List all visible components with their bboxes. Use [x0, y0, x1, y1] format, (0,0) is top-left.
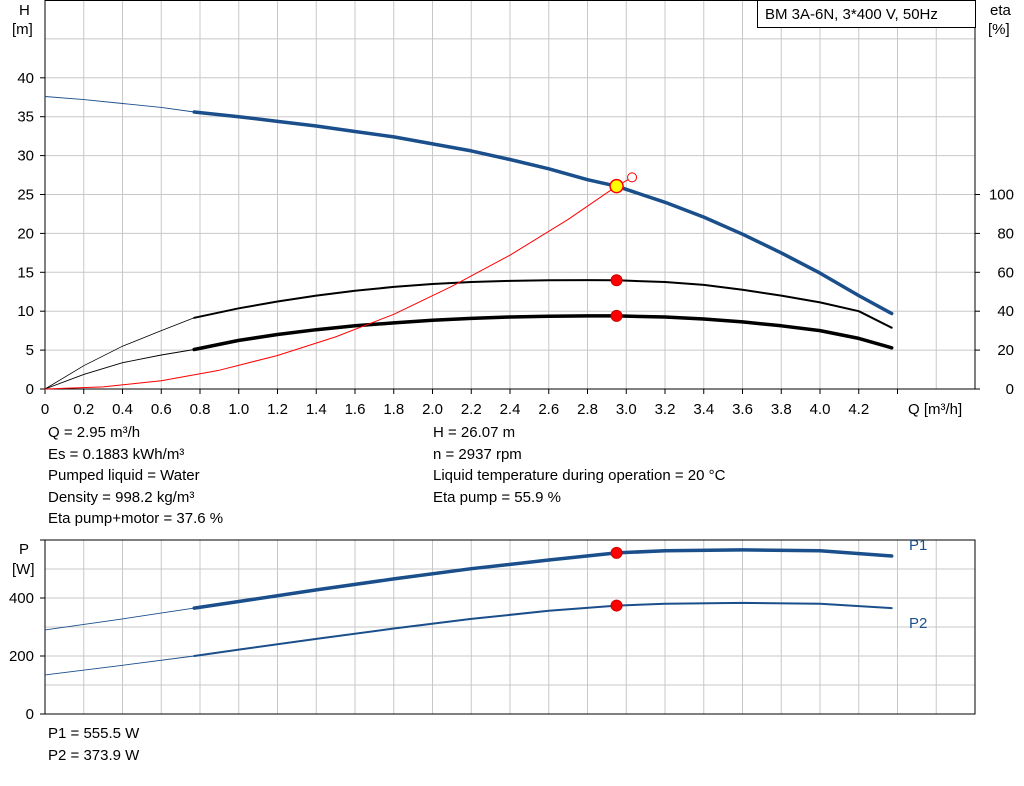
- x-tick-label: 1.0: [228, 401, 249, 418]
- operating-point-head: [609, 178, 624, 194]
- operating-point-p2: [610, 599, 623, 612]
- y-right-tick-label: 40: [997, 303, 1014, 320]
- y-left-tick-label: 0: [26, 381, 34, 398]
- y-right-tick-label: 60: [997, 264, 1014, 281]
- info-eta-pump-motor: Eta pump+motor = 37.6 %: [48, 510, 224, 527]
- y-left-tick-label: 35: [17, 109, 34, 126]
- info-flow: Q = 2.95 m³/h: [48, 424, 141, 441]
- operating-point-eta-pump-motor: [610, 309, 623, 322]
- x-tick-label: 2.0: [422, 401, 443, 418]
- y-left-tick-label: 30: [17, 148, 34, 165]
- info-eta-pump: Eta pump = 55.9 %: [433, 488, 561, 506]
- y-right-axis-label: eta: [990, 2, 1012, 19]
- curve-p2-extrapolated: [44, 655, 195, 676]
- series-label-p1: P1: [909, 537, 927, 554]
- x-axis-label: Q [m³/h]: [908, 401, 962, 418]
- x-tick-label: 0: [41, 401, 49, 418]
- x-tick-label: 3.0: [616, 401, 637, 418]
- y-left-tick-label: 40: [17, 70, 34, 87]
- x-tick-label: 3.4: [693, 401, 714, 418]
- power-y-tick-label: 200: [9, 648, 34, 665]
- curve-eta_pump-extrapolated: [44, 317, 195, 390]
- info-head: H = 26.07 m: [433, 424, 516, 441]
- power-plot-frame: [44, 539, 976, 715]
- y-right-tick-label: 100: [989, 187, 1014, 204]
- curve-system_curve: [44, 176, 633, 390]
- info-p2: P2 = 373.9 W: [48, 746, 140, 764]
- y-right-tick-label: 20: [997, 342, 1014, 359]
- operating-point-info-left: Q = 2.95 m³/h Es = 0.1883 kWh/m³ Pumped …: [48, 422, 223, 530]
- y-left-axis-label: H: [19, 2, 30, 19]
- y-left-tick-label: 5: [26, 342, 34, 359]
- y-right-tick-label: 80: [997, 225, 1014, 242]
- x-tick-label: 0.6: [151, 401, 172, 418]
- curve-eta_pump_motor-extrapolated: [44, 349, 195, 390]
- x-tick-label: 1.2: [267, 401, 288, 418]
- x-tick-label: 2.2: [461, 401, 482, 418]
- curve-H: [192, 110, 894, 316]
- curve-H-extrapolated: [44, 96, 195, 113]
- info-liquid-temperature: Liquid temperature during operation = 20…: [433, 467, 726, 484]
- chart-title-box: [757, 0, 976, 28]
- power-y-axis-label: P: [19, 541, 29, 558]
- y-right-tick-label: 0: [1006, 381, 1014, 398]
- x-tick-label: 3.8: [771, 401, 792, 418]
- curve-eta_pump_motor: [192, 314, 894, 352]
- y-left-tick-label: 15: [17, 264, 34, 281]
- x-tick-label: 1.4: [306, 401, 327, 418]
- curve-eta_pump: [193, 279, 893, 329]
- system-curve-end-marker: [627, 172, 638, 183]
- curve-p1-extrapolated: [44, 607, 195, 631]
- power-y-tick-label: 0: [26, 706, 34, 723]
- operating-point-eta-pump: [610, 274, 623, 287]
- info-specific-energy: Es = 0.1883 kWh/m³: [48, 445, 185, 463]
- power-y-axis-unit: [W]: [12, 561, 35, 578]
- operating-point-info-right: H = 26.07 m n = 2937 rpm Liquid temperat…: [433, 422, 725, 508]
- x-tick-label: 0.8: [190, 401, 211, 418]
- x-tick-label: 2.8: [577, 401, 598, 418]
- x-tick-label: 4.0: [810, 401, 831, 418]
- y-right-axis-unit: [%]: [988, 21, 1010, 38]
- info-speed: n = 2937 rpm: [433, 445, 522, 463]
- curve-p1: [192, 548, 894, 610]
- operating-point-p1: [610, 546, 623, 559]
- x-tick-label: 4.2: [848, 401, 869, 418]
- power-y-tick-label: 400: [9, 590, 34, 607]
- x-tick-label: 3.2: [655, 401, 676, 418]
- series-label-p2: P2: [909, 615, 927, 632]
- info-density: Density = 998.2 kg/m³: [48, 488, 195, 506]
- chart-title: BM 3A-6N, 3*400 V, 50Hz: [765, 6, 938, 23]
- y-left-tick-label: 10: [17, 303, 34, 320]
- curve-p2: [193, 601, 893, 657]
- y-left-axis-unit: [m]: [12, 21, 33, 38]
- power-values: P1 = 555.5 W P2 = 373.9 W: [48, 723, 139, 766]
- y-left-tick-label: 20: [17, 225, 34, 242]
- x-tick-label: 1.8: [383, 401, 404, 418]
- x-tick-label: 2.6: [538, 401, 559, 418]
- x-tick-label: 2.4: [500, 401, 521, 418]
- x-tick-label: 0.2: [73, 401, 94, 418]
- y-left-tick-label: 25: [17, 187, 34, 204]
- x-tick-label: 0.4: [112, 401, 133, 418]
- info-p1: P1 = 555.5 W: [48, 725, 140, 742]
- info-pumped-liquid: Pumped liquid = Water: [48, 467, 200, 484]
- x-tick-label: 3.6: [732, 401, 753, 418]
- x-tick-label: 1.6: [345, 401, 366, 418]
